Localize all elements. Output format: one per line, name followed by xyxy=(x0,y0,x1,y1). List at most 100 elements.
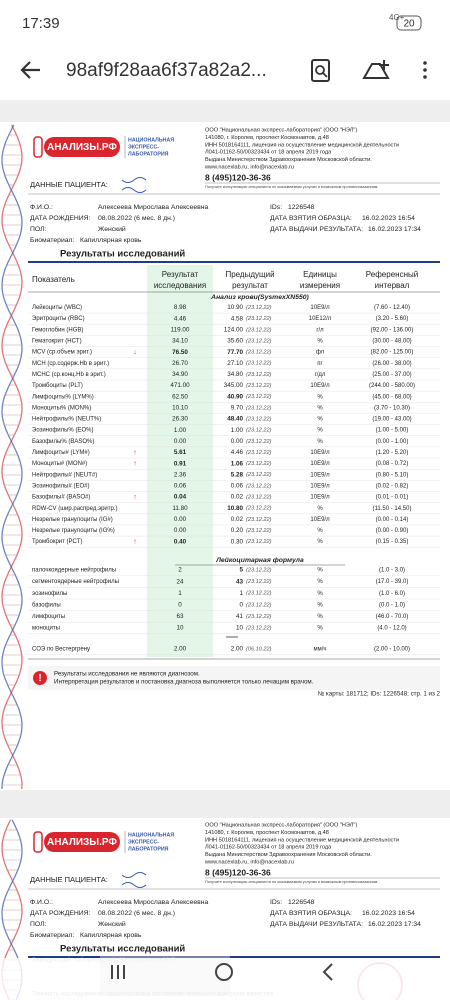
ref-range: (17.0 - 39.0) xyxy=(376,579,409,585)
prev-value: 124.00 xyxy=(224,326,244,333)
ref-range: (3.70 - 10.30) xyxy=(374,405,410,411)
lab-info: ООО "Национальная экспресс-лаборатория" … xyxy=(205,127,357,133)
battery-icon xyxy=(396,15,422,31)
test-name: Тромбоциты (PLT) xyxy=(32,383,83,389)
test-name: Тромбокрит (PCT) xyxy=(32,539,83,545)
unit: % xyxy=(317,579,323,585)
test-name: базофилы xyxy=(32,602,61,608)
unit: % xyxy=(317,614,323,620)
unit: % xyxy=(317,439,323,445)
lab-consult: Получите консультацию специалиста по ока… xyxy=(205,880,378,884)
test-name: Базофилы% (BASO%) xyxy=(32,439,94,445)
result-value: 0.00 xyxy=(174,516,187,523)
patient-heading: ДАННЫЕ ПАЦИЕНТА: xyxy=(30,875,108,884)
prev-date: (23.12.22) xyxy=(246,450,272,456)
result-value: 76.50 xyxy=(172,349,188,356)
unit: 10E9/л xyxy=(310,483,330,489)
back-button[interactable] xyxy=(20,61,40,79)
prev-date: (23.12.22) xyxy=(246,327,272,333)
prev-date: (23.12.22) xyxy=(246,350,272,356)
prev-value: 4.46 xyxy=(231,449,244,456)
result-value: 1 xyxy=(178,590,182,597)
prev-value: 0.30 xyxy=(231,538,244,545)
result-value: 0 xyxy=(178,601,182,608)
column-header: Показатель xyxy=(32,275,75,284)
card-info: № карты: 181712; IDs: 1226548; стр. 1 из… xyxy=(318,691,441,698)
prev-value: 5.28 xyxy=(231,471,244,478)
result-value: 471.00 xyxy=(170,382,190,389)
unit: 10E12/л xyxy=(309,316,332,322)
field-value: 1226548 xyxy=(288,204,315,211)
network: 4G+ xyxy=(389,13,405,22)
ref-range: (1.0 - 3.0) xyxy=(379,568,405,574)
result-value: 11.80 xyxy=(172,505,188,512)
prev-date: (23.12.22) xyxy=(246,416,272,422)
unit: г/дл xyxy=(315,372,326,378)
prev-date: (23.12.22) xyxy=(246,528,272,534)
column-header: исследования xyxy=(154,281,206,290)
test-name: Эритроциты (RBC) xyxy=(32,316,85,322)
test-name: MCV (ср.объем эрит.) xyxy=(32,350,92,356)
test-name: Базофилы# (BASO#) xyxy=(32,495,90,501)
prev-date: (23.12.22) xyxy=(246,579,272,585)
prev-value: 10 xyxy=(236,625,244,632)
result-value: 24 xyxy=(176,578,184,585)
ref-range: (92.00 - 136.00) xyxy=(371,327,414,333)
result-value: 5.61 xyxy=(174,449,187,456)
ref-range: (2.00 - 10.00) xyxy=(374,647,410,653)
prev-date: (23.12.22) xyxy=(246,383,272,389)
test-name: сегментоядерные нейтрофилы xyxy=(32,578,119,585)
lab-info: www.nacexlab.ru, info@nacexlab.ru xyxy=(204,164,294,170)
unit: % xyxy=(317,528,323,534)
dna-icon xyxy=(121,872,147,888)
field-value: Алексеева Мирослава Алексеевна xyxy=(98,204,209,211)
drive-button[interactable] xyxy=(362,60,390,79)
result-value: 4.46 xyxy=(174,315,187,322)
field-label: Ф.И.О.: xyxy=(30,899,53,906)
nav-back[interactable] xyxy=(322,963,333,981)
unit: 10E9/л xyxy=(310,383,330,389)
note-icon-mark: ! xyxy=(38,673,41,684)
prev-date: (23.12.22) xyxy=(246,614,272,620)
prev-value: 77.70 xyxy=(227,349,243,356)
prev-value: 48.40 xyxy=(227,416,243,423)
field-value: Женский xyxy=(98,225,126,233)
prev-value: 41 xyxy=(236,613,244,620)
prev-value: 2.00 xyxy=(231,646,244,653)
prev-value: 0.20 xyxy=(231,527,244,534)
nav-recent[interactable] xyxy=(111,965,125,979)
prev-value: 0.02 xyxy=(231,516,244,523)
prev-date: (23.12.22) xyxy=(246,394,272,400)
unit: % xyxy=(317,626,323,632)
ref-range: (1.20 - 5.20) xyxy=(376,450,409,456)
section-title: Анализ крови(SysmexXN550) xyxy=(210,294,309,301)
dna-strand xyxy=(1,124,23,790)
test-name: Незрелые гранулоциты (IG%) xyxy=(32,528,115,534)
field-value: 16.02.2023 16:54 xyxy=(362,910,415,917)
result-value: 0.00 xyxy=(174,438,187,445)
lab-info: ИНН 5018164111, лицензия на осуществлени… xyxy=(205,836,399,843)
results-title: Результаты исследований xyxy=(60,249,185,260)
ref-range: (30.00 - 48.00) xyxy=(372,339,411,345)
unit: 10E9/л xyxy=(310,305,330,311)
test-name: MCHC (ср.конц.Hb в эрит.) xyxy=(32,372,106,378)
test-name: Лимфоциты% (LYM%) xyxy=(32,394,94,400)
result-value: 0.04 xyxy=(174,494,187,501)
result-value: 8.98 xyxy=(174,304,187,311)
result-value: 34.10 xyxy=(172,338,188,345)
prev-date: (23.12.22) xyxy=(246,316,272,322)
lab-phone: 8 (495)120-36-36 xyxy=(205,867,271,877)
ref-range: (1.0 - 6.0) xyxy=(379,591,405,597)
search-doc-button[interactable] xyxy=(311,59,330,82)
field-value: Алексеева Мирослава Алексеевна xyxy=(98,899,209,906)
ref-range: (3.20 - 5.60) xyxy=(376,316,409,322)
prev-value: 27.10 xyxy=(227,360,243,367)
decoration xyxy=(1,124,23,1000)
ref-range: (0.01 - 0.01) xyxy=(376,495,409,501)
menu-button[interactable] xyxy=(423,61,427,79)
flag: ↑ xyxy=(133,460,137,467)
lab-info: Л041-01162-50/00323434 от 18 апреля 2019… xyxy=(205,150,332,156)
unit: % xyxy=(317,405,323,411)
nav-home[interactable] xyxy=(215,963,233,981)
ref-range: (0.00 - 1.00) xyxy=(376,439,409,445)
